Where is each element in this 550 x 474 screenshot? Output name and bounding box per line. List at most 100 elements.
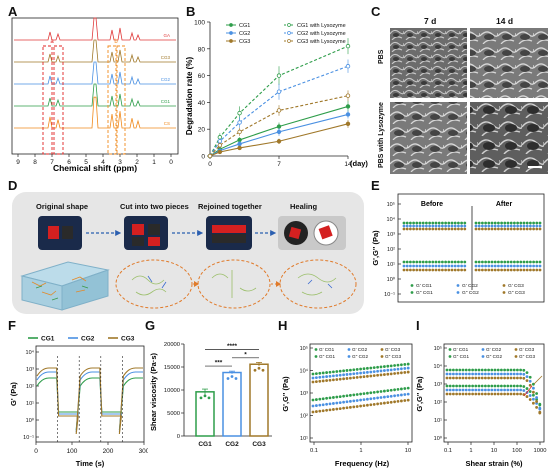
storage-modulus-point <box>503 221 507 225</box>
storage-modulus-point <box>500 227 503 231</box>
loss-modulus-point <box>437 264 441 268</box>
panelH-legend-marker <box>347 348 351 351</box>
before-after-legend-label: G' CG3 <box>508 283 524 289</box>
loss-modulus-point <box>460 264 463 268</box>
loss-modulus-point <box>366 391 369 395</box>
significance-label: **** <box>227 343 238 350</box>
before-after-points <box>402 221 542 272</box>
storage-modulus-point <box>409 221 412 225</box>
viscosity-replicate-point <box>257 366 261 370</box>
degradation-x-tick-label: 7 <box>277 161 281 168</box>
storage-modulus-point <box>428 221 431 225</box>
loss-modulus-point <box>315 398 318 401</box>
storage-modulus-point <box>362 375 366 379</box>
loss-modulus-point <box>431 264 435 268</box>
degradation-point <box>217 143 223 148</box>
loss-modulus-point <box>383 395 386 399</box>
loss-modulus-point <box>325 402 328 406</box>
loss-modulus-point <box>512 384 516 388</box>
loss-modulus-point <box>332 408 335 411</box>
storage-modulus-point <box>509 227 513 231</box>
storage-modulus-point <box>338 373 342 377</box>
storage-modulus-point <box>471 376 474 380</box>
storage-modulus-point <box>400 363 403 367</box>
step-strain-y-tick-label: 10⁰ <box>26 417 35 424</box>
loss-modulus-point <box>455 384 458 388</box>
panel-label-i: I <box>416 318 420 333</box>
viscosity-bar-cg1 <box>195 391 215 437</box>
panelI-legend-marker <box>514 348 518 351</box>
storage-modulus-point <box>535 392 538 395</box>
panelH-x-tick-label: 0.1 <box>310 448 318 454</box>
loss-modulus-point <box>532 264 535 268</box>
loss-modulus-point <box>516 384 519 388</box>
storage-modulus-point <box>321 375 325 379</box>
step-original: Original shape <box>36 202 89 211</box>
degradation-point <box>276 129 282 135</box>
loss-modulus-point <box>402 260 406 264</box>
photo-cut <box>124 216 168 250</box>
loss-modulus-point <box>506 392 510 396</box>
panelI-y-tick-label: 10⁵ <box>434 345 442 352</box>
panelI-y-tick-label: 10³ <box>434 382 442 388</box>
storage-modulus-point <box>338 377 342 381</box>
loss-modulus-point <box>532 268 535 272</box>
loss-modulus-point <box>487 388 490 392</box>
before-after-legend-marker <box>410 291 414 294</box>
nmr-trace-label-ga: GA <box>163 33 170 38</box>
loss-modulus-point <box>338 401 342 404</box>
storage-modulus-point <box>403 367 407 370</box>
degradation-y-tick-label: 0 <box>201 154 205 161</box>
storage-modulus-point <box>366 366 369 370</box>
storage-modulus-point <box>342 373 345 377</box>
storage-modulus-point <box>525 379 529 383</box>
storage-modulus-point <box>464 368 468 372</box>
before-after-y-ticks: 10⁵ 10⁴ 10³ 10² 10¹ 10⁰ 10⁻¹ <box>384 201 401 298</box>
storage-modulus-point <box>434 221 438 225</box>
storage-modulus-point <box>509 372 513 376</box>
strain-points <box>445 368 543 415</box>
storage-modulus-point <box>335 378 339 381</box>
storage-modulus-point <box>406 366 410 370</box>
storage-modulus-point <box>425 224 428 228</box>
storage-modulus-point <box>497 227 500 231</box>
loss-modulus-point <box>497 264 500 268</box>
before-after-legend-label: G'' CG2 <box>462 290 479 296</box>
loss-modulus-point <box>402 264 406 268</box>
loss-modulus-point <box>535 398 538 401</box>
storage-modulus-point <box>519 227 523 231</box>
degradation-y-label: Degradation rate (%) <box>186 57 194 136</box>
storage-modulus-point <box>453 227 457 231</box>
viscosity-bars: CG1 CG2 CG3******** <box>195 343 269 448</box>
loss-modulus-point <box>464 384 468 388</box>
storage-modulus-point <box>509 221 513 225</box>
loss-modulus-point <box>393 388 396 392</box>
before-after-y-label: G',G'' (Pa) <box>372 230 380 266</box>
loss-modulus-point <box>376 390 379 394</box>
loss-modulus-point <box>455 392 458 396</box>
storage-modulus-point <box>389 372 393 376</box>
nmr-tick-label: 3 <box>118 159 122 166</box>
loss-modulus-point <box>493 264 497 268</box>
panelH-y-tick-label: 10¹ <box>300 436 308 442</box>
storage-modulus-point <box>437 224 441 228</box>
loss-modulus-point <box>457 260 460 264</box>
storage-modulus-point <box>321 379 325 383</box>
storage-modulus-point <box>509 376 513 380</box>
storage-modulus-point <box>415 227 419 231</box>
nmr-tick-label: 7 <box>50 159 54 166</box>
loss-modulus-point <box>535 402 538 405</box>
degradation-x-tick-label: 0 <box>208 161 212 168</box>
storage-modulus-point <box>484 368 487 372</box>
storage-modulus-point <box>480 376 484 380</box>
loss-modulus-point <box>474 384 478 388</box>
viscosity-y-tick-label: 10000 <box>164 388 180 394</box>
loss-modulus-point <box>496 388 500 392</box>
storage-modulus-point <box>506 368 510 372</box>
degradation-legend-label: CG2 <box>239 31 250 37</box>
storage-modulus-point <box>513 224 516 228</box>
storage-modulus-point <box>349 372 352 376</box>
loss-modulus-point <box>471 392 474 396</box>
loss-modulus-point <box>352 393 356 397</box>
storage-modulus-point <box>409 224 412 228</box>
